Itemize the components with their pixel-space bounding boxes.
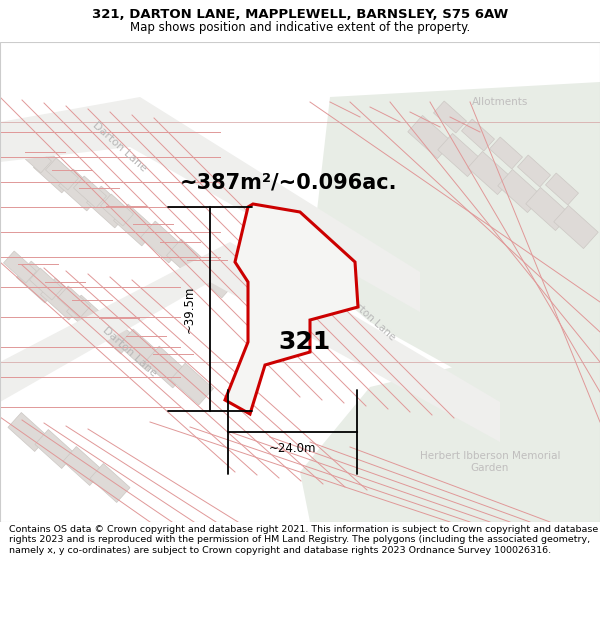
Bar	[145, 346, 187, 388]
Bar	[29, 268, 62, 300]
Bar	[433, 101, 467, 133]
Polygon shape	[0, 97, 420, 312]
Bar	[490, 137, 523, 169]
Bar	[58, 286, 91, 318]
Text: 321: 321	[279, 330, 331, 354]
Bar	[63, 446, 103, 486]
Bar	[517, 155, 551, 187]
Bar	[113, 204, 157, 246]
Bar	[19, 141, 52, 173]
Bar	[35, 429, 75, 469]
Text: Darton Lane: Darton Lane	[101, 325, 159, 379]
Bar	[194, 256, 236, 298]
Bar	[140, 221, 184, 263]
Bar	[526, 188, 570, 231]
Polygon shape	[300, 332, 600, 522]
Bar	[41, 278, 83, 320]
Text: ~39.5m: ~39.5m	[183, 285, 196, 332]
Bar	[34, 151, 76, 193]
Bar	[67, 295, 109, 337]
Bar	[59, 169, 101, 211]
Bar	[73, 176, 107, 208]
Text: ~24.0m: ~24.0m	[269, 442, 316, 455]
Text: Darton Lane: Darton Lane	[343, 292, 397, 342]
Bar	[170, 363, 214, 405]
Bar	[498, 169, 542, 212]
Bar	[468, 151, 512, 194]
Bar	[4, 251, 37, 283]
Bar	[119, 329, 161, 371]
Bar	[17, 261, 59, 303]
Bar	[408, 116, 452, 159]
Bar	[90, 464, 130, 503]
Bar	[92, 312, 136, 354]
Bar	[86, 186, 130, 228]
Text: Contains OS data © Crown copyright and database right 2021. This information is : Contains OS data © Crown copyright and d…	[9, 525, 598, 555]
Bar	[461, 119, 494, 151]
Bar	[100, 194, 134, 226]
Text: Darton Lane: Darton Lane	[91, 120, 149, 174]
Bar	[545, 173, 578, 205]
Bar	[554, 206, 598, 249]
Bar	[167, 239, 209, 281]
Polygon shape	[310, 82, 600, 372]
Text: 321, DARTON LANE, MAPPLEWELL, BARNSLEY, S75 6AW: 321, DARTON LANE, MAPPLEWELL, BARNSLEY, …	[92, 8, 508, 21]
Bar	[46, 158, 79, 190]
Bar	[438, 134, 482, 176]
Polygon shape	[0, 242, 500, 442]
Text: ~387m²/~0.096ac.: ~387m²/~0.096ac.	[180, 172, 398, 192]
Text: Map shows position and indicative extent of the property.: Map shows position and indicative extent…	[130, 21, 470, 34]
Polygon shape	[225, 204, 358, 414]
Text: Herbert Ibberson Memorial
Garden: Herbert Ibberson Memorial Garden	[420, 451, 560, 472]
Bar	[8, 412, 48, 451]
Text: Allotments: Allotments	[472, 97, 528, 107]
